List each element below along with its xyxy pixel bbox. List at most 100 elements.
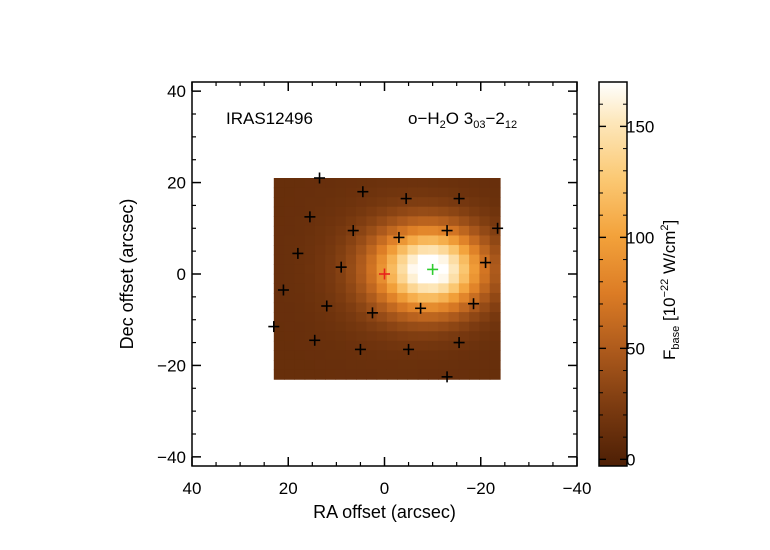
map-pixel [489,331,501,342]
map-pixel [304,283,316,294]
map-pixel [438,197,450,208]
map-pixel [397,331,409,342]
map-pixel [376,206,388,217]
map-pixel [469,302,481,313]
detector-marker [441,371,453,383]
map-pixel [479,283,491,294]
map-pixel [356,369,367,380]
map-pixel [325,245,337,256]
detector-marker [268,321,280,333]
map-pixel [273,187,285,198]
map-pixel [407,312,419,323]
map-pixel [428,302,439,313]
map-pixel [304,273,316,284]
map-pixel [479,302,491,313]
map-pixel [273,197,285,208]
map-pixel [407,302,419,313]
map-pixel [458,350,470,361]
map-pixel [345,283,357,294]
colorbar-tick-label: 50 [626,339,645,358]
map-pixel [479,178,491,189]
map-pixel [335,273,347,284]
axis-ticks: 40 20 0 −20 −40 40 20 0 −20 −40 [157,82,591,498]
map-pixel [325,225,337,237]
y-tick-label: 20 [167,174,186,193]
map-pixel [386,292,398,304]
map-pixel [458,187,470,198]
map-pixel [335,283,347,294]
map-pixel [366,245,378,256]
map-pixel [294,216,306,227]
map-pixel [314,225,326,237]
map-pixel [489,340,501,352]
map-pixel [325,264,337,275]
map-pixel [448,302,460,313]
map-pixel [345,312,357,323]
map-pixel [325,216,337,227]
map-pixel [304,331,316,342]
source-label: IRAS12496 [226,109,313,128]
map-pixel [284,273,295,284]
map-pixel [438,312,450,323]
map-pixel [397,350,409,361]
map-pixel [428,235,439,246]
map-pixel [294,235,306,246]
map-pixel [284,254,295,265]
map-pixel [469,235,481,246]
map-pixel [376,359,388,371]
map-pixel [469,197,481,208]
map-pixel [345,273,357,284]
map-pixel [469,359,481,371]
map-pixel [356,216,367,227]
map-pixel [417,197,429,208]
map-pixel [386,235,398,246]
map-pixel [417,235,429,246]
map-pixel [345,369,357,380]
map-pixel [448,321,460,332]
map-pixel [479,197,491,208]
map-pixel [458,264,470,275]
colorbar-label-exp2: 2 [659,224,671,230]
map-pixel [294,206,306,217]
map-pixel [438,216,450,227]
map-pixel [397,187,409,198]
y-axis-label: Dec offset (arcsec) [117,199,137,350]
line-label-sub1: 2 [440,119,446,131]
map-pixel [469,216,481,227]
map-pixel [417,254,429,265]
colorbar-label-units: [10 [660,297,679,325]
map-pixel [304,359,316,371]
map-pixel [438,283,450,294]
map-pixel [397,216,409,227]
map-pixel [489,197,501,208]
map-pixel [407,245,419,256]
map-pixel [386,206,398,217]
map-pixel [284,350,295,361]
map-pixel [448,264,460,275]
map-pixel [366,359,378,371]
map-pixel [397,235,409,246]
map-pixel [407,283,419,294]
map-pixel [458,312,470,323]
map-pixel [458,292,470,304]
map-pixel [273,273,285,284]
colorbar-label-sub: base [670,326,682,350]
map-pixel [407,235,419,246]
map-pixel [438,302,450,313]
map-pixel [489,216,501,227]
map-pixel [294,331,306,342]
map-pixel [356,273,367,284]
map-pixel [489,235,501,246]
detector-marker [314,172,326,184]
map-pixel [458,206,470,217]
map-pixel [284,225,295,237]
map-pixel [458,235,470,246]
map-pixel [335,187,347,198]
map-pixel [325,273,337,284]
detector-marker [453,193,465,205]
map-pixel [284,264,295,275]
map-pixel [356,359,367,371]
map-pixel [345,359,357,371]
map-pixel [397,254,409,265]
map-pixel [284,235,295,246]
